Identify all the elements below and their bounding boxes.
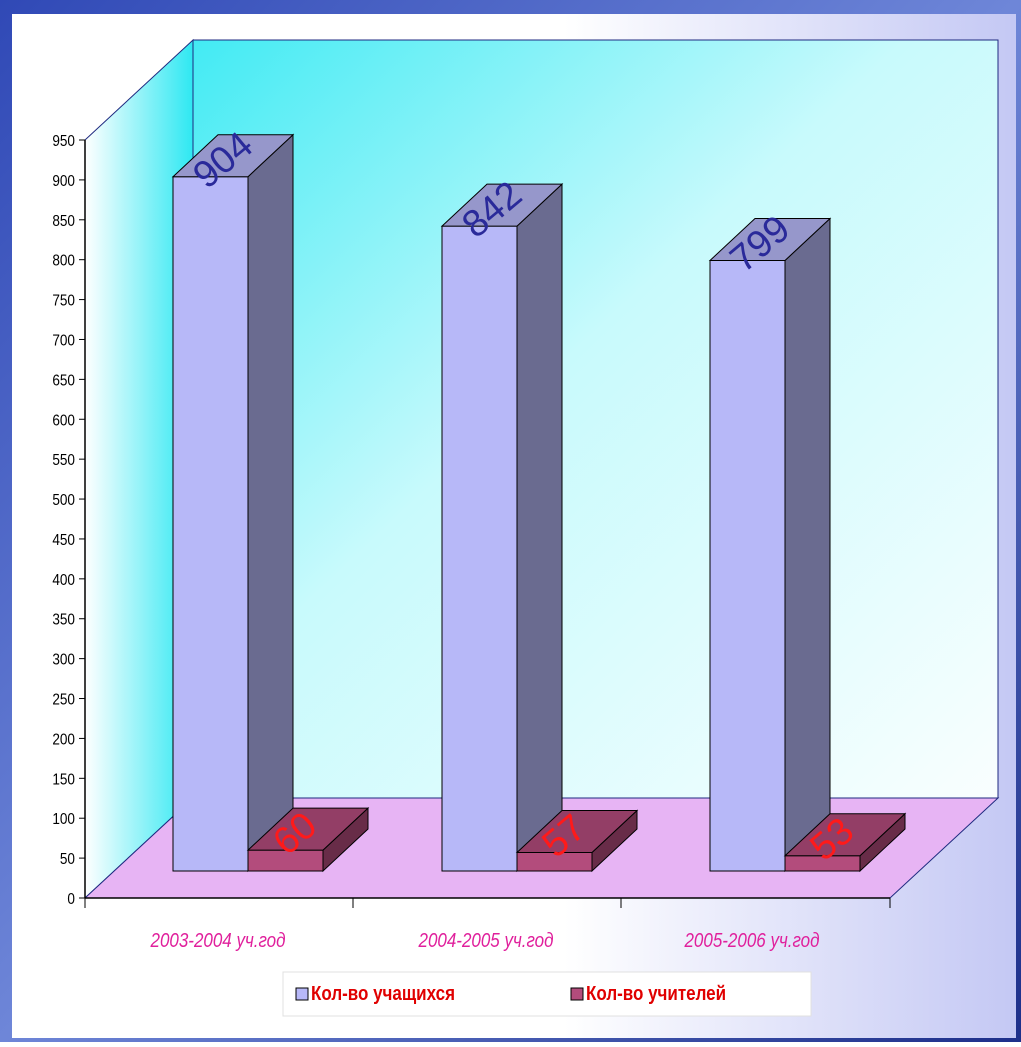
y-tick-label: 850 (52, 213, 75, 230)
legend-swatch (295, 987, 309, 1001)
bar-teachers-top (246, 807, 370, 851)
y-tick-label: 950 (52, 133, 75, 150)
legend: Кол-во учащихся Кол-во учителей (295, 982, 726, 1005)
legend-label: Кол-во учащихся (311, 982, 455, 1005)
category-label: 2004-2005 уч.год (418, 929, 554, 952)
bar-students-front (441, 225, 518, 872)
bar-students-top (440, 183, 564, 227)
y-tick-label: 50 (60, 851, 75, 868)
bar-teachers-top (783, 813, 907, 857)
y-tick-label: 550 (52, 452, 75, 469)
bar-students-front (709, 259, 786, 872)
y-tick-label: 350 (52, 612, 75, 629)
y-tick-label: 600 (52, 412, 75, 429)
legend-label: Кол-во учителей (586, 982, 726, 1005)
legend-box (282, 971, 812, 1017)
y-tick-label: 0 (67, 891, 75, 908)
bar-teachers-top (515, 810, 639, 854)
bar-students-top (171, 134, 295, 178)
y-tick-label: 100 (52, 811, 75, 828)
y-tick-label: 500 (52, 492, 75, 509)
y-tick-label: 450 (52, 532, 75, 549)
y-tick-label: 150 (52, 771, 75, 788)
bar-students-top (708, 217, 832, 261)
y-axis-ticks: 0 50 100 150 200 250 300 350 400 450 500 550 600 650 7… (52, 133, 85, 908)
y-tick-label: 400 (52, 572, 75, 589)
y-tick-label: 300 (52, 652, 75, 669)
category-labels: 2003-2004 уч.год 2004-2005 уч.год 2005-200… (150, 929, 820, 952)
y-tick-label: 650 (52, 372, 75, 389)
bar-students-side (516, 183, 563, 873)
y-tick-label: 900 (52, 173, 75, 190)
bar-students-side (784, 217, 831, 873)
y-tick-label: 200 (52, 731, 75, 748)
y-tick-label: 700 (52, 333, 75, 350)
category-label: 2003-2004 уч.год (150, 929, 286, 952)
y-tick-label: 750 (52, 293, 75, 310)
x-axis-ticks (84, 898, 891, 908)
bar-students-front (172, 176, 249, 872)
y-tick-label: 800 (52, 253, 75, 270)
category-label: 2005-2006 уч.год (684, 929, 820, 952)
bar-students-side (247, 133, 294, 873)
bars-layer (171, 133, 907, 873)
y-tick-label: 250 (52, 692, 75, 709)
legend-swatch (570, 987, 584, 1001)
